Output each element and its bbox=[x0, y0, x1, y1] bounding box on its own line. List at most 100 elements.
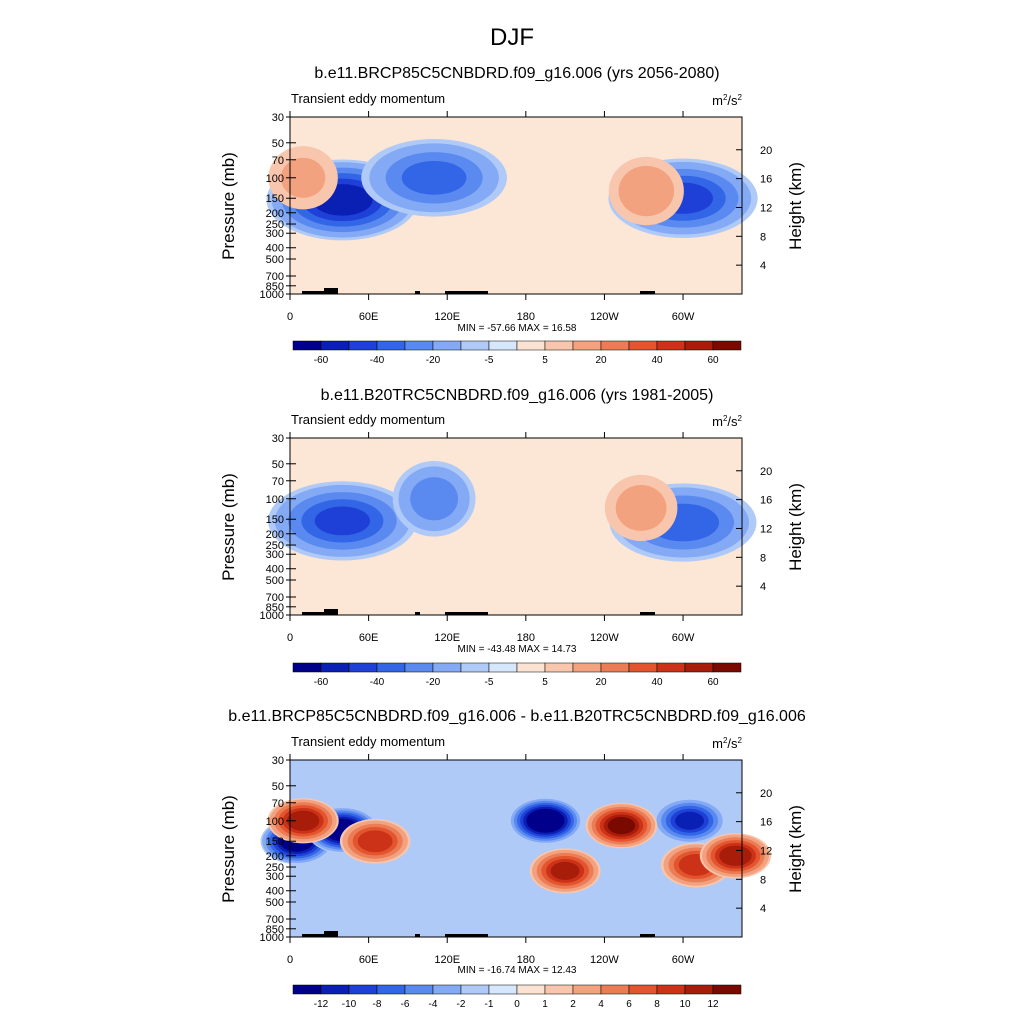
y-right-tick-label: 20 bbox=[760, 145, 772, 157]
colorbar-swatch bbox=[656, 662, 686, 673]
y-right-tick-label: 4 bbox=[760, 903, 766, 915]
colorbar-swatch bbox=[684, 984, 714, 995]
y-right-tick-label: 16 bbox=[760, 174, 772, 186]
colorbar: -12 -10 -8 -6 -4 -2 -1 0 1 2 4 6 8 10 12 bbox=[292, 984, 742, 1010]
contour-level bbox=[550, 861, 580, 880]
contour-field bbox=[268, 438, 757, 615]
y-tick-label: 30 bbox=[272, 112, 284, 124]
y-tick-label: 250 bbox=[266, 219, 284, 231]
contour-field bbox=[260, 760, 772, 937]
y-tick-label: 700 bbox=[266, 592, 284, 604]
colorbar-swatch bbox=[432, 662, 462, 673]
colorbar-swatch bbox=[348, 340, 378, 351]
colorbar-label: -12 bbox=[314, 999, 329, 1010]
topography bbox=[415, 934, 420, 937]
y-tick-label: 200 bbox=[266, 851, 284, 863]
y-axis-right-label: Height (km) bbox=[786, 483, 805, 571]
colorbar-label: -20 bbox=[426, 355, 441, 366]
colorbar-label: -40 bbox=[370, 677, 385, 688]
y-tick-label: 850 bbox=[266, 281, 284, 293]
topography bbox=[415, 291, 420, 294]
colorbar-swatch bbox=[684, 662, 714, 673]
y-tick-label: 50 bbox=[272, 781, 284, 793]
y-axis-label: Pressure (mb) bbox=[219, 795, 238, 903]
y-tick-label: 1000 bbox=[260, 610, 284, 622]
y-right-tick-label: 16 bbox=[760, 495, 772, 507]
colorbar-swatch bbox=[572, 340, 602, 351]
panel-title: b.e11.BRCP85C5CNBDRD.f09_g16.006 (yrs 20… bbox=[314, 65, 719, 82]
colorbar-label: 60 bbox=[707, 677, 719, 688]
y-tick-label: 150 bbox=[266, 193, 284, 205]
topography bbox=[415, 612, 420, 615]
colorbar-swatch bbox=[712, 340, 742, 351]
topography bbox=[324, 288, 338, 294]
colorbar-swatch bbox=[516, 340, 546, 351]
colorbar-swatch bbox=[320, 340, 350, 351]
stats-label: MIN = -57.66 MAX = 16.58 bbox=[458, 323, 577, 334]
field-label: Transient eddy momentum bbox=[291, 734, 445, 749]
colorbar-label: 20 bbox=[595, 355, 607, 366]
colorbar-swatch bbox=[544, 340, 574, 351]
colorbar-label: 2 bbox=[570, 999, 576, 1010]
colorbar-swatch bbox=[348, 984, 378, 995]
y-tick-label: 150 bbox=[266, 836, 284, 848]
colorbar-swatch bbox=[376, 340, 406, 351]
topography bbox=[302, 934, 334, 937]
y-tick-label: 700 bbox=[266, 914, 284, 926]
contour-level bbox=[401, 160, 467, 195]
colorbar-label: -6 bbox=[401, 999, 410, 1010]
x-tick-label: 60W bbox=[672, 311, 695, 323]
y-right-tick-label: 20 bbox=[760, 788, 772, 800]
topography bbox=[445, 934, 488, 937]
y-tick-label: 50 bbox=[272, 459, 284, 471]
colorbar-label: 40 bbox=[651, 677, 663, 688]
panel-3: b.e11.BRCP85C5CNBDRD.f09_g16.006 - b.e11… bbox=[219, 708, 806, 1010]
colorbar-label: -2 bbox=[457, 999, 466, 1010]
colorbar-swatch bbox=[516, 662, 546, 673]
colorbar-label: -4 bbox=[429, 999, 438, 1010]
y-tick-label: 400 bbox=[266, 564, 284, 576]
colorbar-swatch bbox=[376, 984, 406, 995]
y-tick-label: 30 bbox=[272, 755, 284, 767]
y-tick-label: 500 bbox=[266, 897, 284, 909]
colorbar-label: -8 bbox=[373, 999, 382, 1010]
colorbar-swatch bbox=[600, 984, 630, 995]
y-tick-label: 1000 bbox=[260, 289, 284, 301]
plot-frame bbox=[289, 437, 743, 616]
y-tick-label: 250 bbox=[266, 862, 284, 874]
colorbar-label: -5 bbox=[485, 677, 494, 688]
x-tick-label: 120E bbox=[434, 954, 460, 966]
colorbar-label: 20 bbox=[595, 677, 607, 688]
y-right-tick-label: 8 bbox=[760, 552, 766, 564]
colorbar-swatch bbox=[488, 340, 518, 351]
colorbar-swatch bbox=[572, 662, 602, 673]
colorbar-label: -20 bbox=[426, 677, 441, 688]
stats-label: MIN = -16.74 MAX = 12.43 bbox=[458, 965, 577, 976]
y-tick-label: 300 bbox=[266, 871, 284, 883]
colorbar-swatch bbox=[712, 662, 742, 673]
colorbar-swatch bbox=[460, 984, 490, 995]
y-right-tick-label: 12 bbox=[760, 845, 772, 857]
colorbar-label: -10 bbox=[342, 999, 357, 1010]
x-tick-label: 0 bbox=[287, 311, 293, 323]
y-axis-label: Pressure (mb) bbox=[219, 473, 238, 581]
x-tick-label: 180 bbox=[517, 954, 535, 966]
colorbar-label: -1 bbox=[485, 999, 494, 1010]
x-tick-label: 0 bbox=[287, 954, 293, 966]
y-axis-right-label: Height (km) bbox=[786, 162, 805, 250]
y-tick-label: 300 bbox=[266, 228, 284, 240]
colorbar-swatch bbox=[348, 662, 378, 673]
y-tick-label: 1000 bbox=[260, 932, 284, 944]
y-tick-label: 500 bbox=[266, 575, 284, 587]
colorbar-label: 4 bbox=[598, 999, 604, 1010]
panel-title: b.e11.B20TRC5CNBDRD.f09_g16.006 (yrs 198… bbox=[321, 387, 714, 404]
topography bbox=[445, 291, 488, 294]
colorbar-swatch bbox=[376, 662, 406, 673]
y-tick-label: 150 bbox=[266, 514, 284, 526]
colorbar-swatch bbox=[432, 340, 462, 351]
y-right-tick-label: 8 bbox=[760, 231, 766, 243]
colorbar-label: 12 bbox=[707, 999, 719, 1010]
y-tick-label: 400 bbox=[266, 243, 284, 255]
y-tick-label: 100 bbox=[266, 494, 284, 506]
